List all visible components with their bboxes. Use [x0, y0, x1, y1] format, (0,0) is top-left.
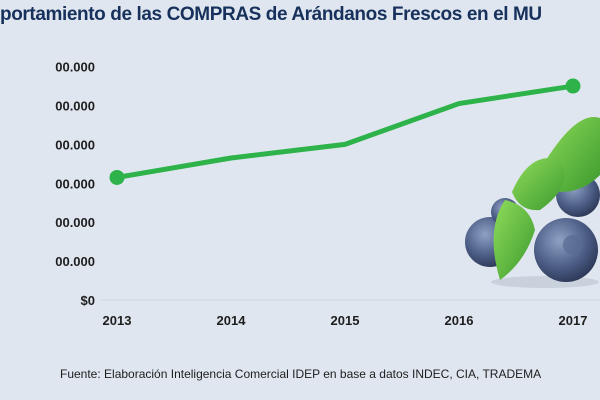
- y-tick-label: 00.000: [55, 137, 95, 152]
- y-tick-label: 00.000: [55, 254, 95, 269]
- x-tick-label: 2017: [559, 313, 588, 328]
- y-tick-label: 00.000: [55, 99, 95, 114]
- x-tick-label: 2016: [445, 313, 474, 328]
- blueberries-with-mint-image: [465, 117, 600, 288]
- data-point-2013: [109, 169, 125, 185]
- source-note: Fuente: Elaboración Inteligencia Comerci…: [60, 367, 542, 381]
- x-tick-label: 2015: [331, 313, 360, 328]
- y-tick-label: $0: [81, 293, 95, 308]
- chart-title: portamiento de las COMPRAS de Arándanos …: [0, 4, 542, 25]
- x-tick-label: 2013: [103, 313, 132, 328]
- x-tick-label: 2014: [217, 313, 247, 328]
- y-tick-label: 00.000: [55, 215, 95, 230]
- y-tick-label: 00.000: [55, 176, 95, 191]
- series-line: [116, 83, 574, 180]
- data-point-2017: [565, 78, 581, 94]
- y-tick-label: 00.000: [55, 60, 95, 75]
